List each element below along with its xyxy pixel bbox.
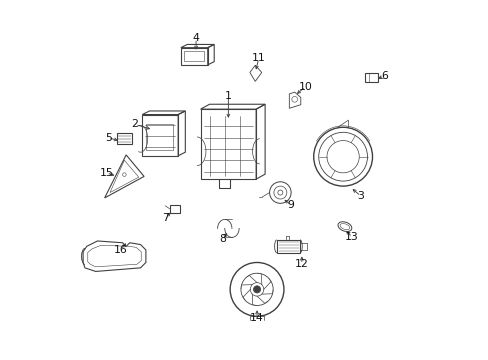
Text: 5: 5: [104, 133, 111, 143]
Text: 9: 9: [287, 200, 294, 210]
Text: 12: 12: [294, 259, 308, 269]
Text: 15: 15: [100, 168, 113, 178]
Text: 1: 1: [224, 91, 231, 101]
Text: 13: 13: [345, 232, 358, 242]
Circle shape: [253, 286, 260, 293]
Text: 2: 2: [131, 120, 138, 129]
Text: 4: 4: [192, 33, 199, 43]
Text: 10: 10: [298, 82, 312, 92]
Text: 3: 3: [357, 191, 364, 201]
Text: 11: 11: [251, 53, 265, 63]
Text: 16: 16: [114, 245, 127, 255]
Text: 6: 6: [380, 71, 387, 81]
Text: 8: 8: [219, 234, 226, 244]
Text: 7: 7: [162, 213, 169, 222]
Text: 14: 14: [250, 313, 264, 323]
